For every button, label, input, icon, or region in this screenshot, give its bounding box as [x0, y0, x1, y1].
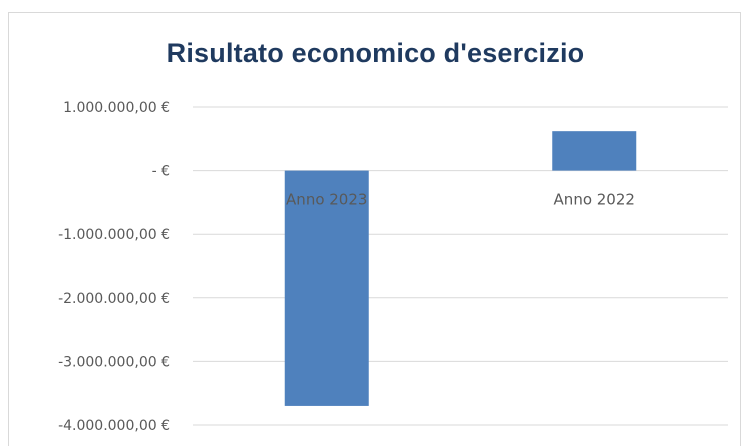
category-label: Anno 2022 [554, 191, 635, 209]
category-labels: Anno 2023 Anno 2022 [286, 191, 635, 209]
y-tick-label: -2.000.000,00 € [58, 291, 170, 307]
y-axis-tick-labels: 1.000.000,00 € - € -1.000.000,00 € -2.000.0… [58, 100, 170, 434]
y-tick-label: 1.000.000,00 € [63, 100, 170, 116]
y-tick-label: -1.000.000,00 € [58, 227, 170, 243]
y-tick-label: -4.000.000,00 € [58, 418, 170, 434]
chart-title: Risultato economico d'esercizio [166, 38, 585, 68]
category-label: Anno 2023 [286, 191, 367, 209]
y-tick-label: -3.000.000,00 € [58, 354, 170, 370]
gridlines [193, 106, 728, 426]
bar-anno-2023 [284, 170, 369, 406]
y-tick-label: - € [152, 164, 170, 180]
bar-anno-2022 [552, 131, 637, 171]
bars [284, 131, 637, 406]
chart-frame [8, 12, 741, 446]
